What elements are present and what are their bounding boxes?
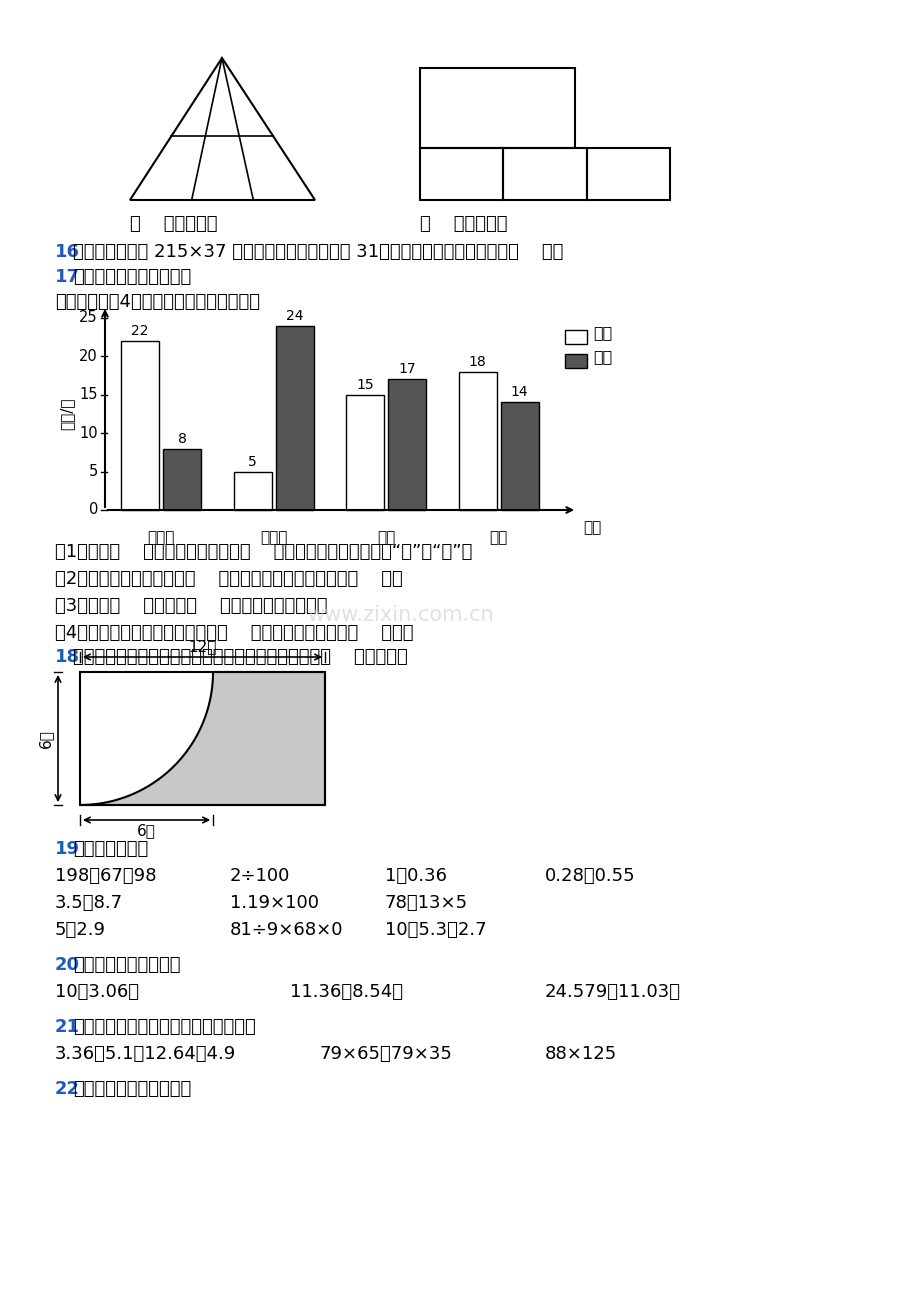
Text: 17: 17 [55,268,80,286]
Text: 人数/人: 人数/人 [60,397,74,430]
Text: 18: 18 [469,354,486,368]
Text: 18: 18 [55,648,80,667]
Text: 洋娃娃: 洋娃娃 [260,530,287,546]
Text: 6米: 6米 [38,729,53,747]
Text: ．计算下面各题。（能简算的要简算）: ．计算下面各题。（能简算的要简算） [73,1018,255,1036]
Bar [500,402,539,510]
Text: 88×125: 88×125 [544,1046,617,1062]
Text: 3.36＋5.1＋12.64＋4.9: 3.36＋5.1＋12.64＋4.9 [55,1046,236,1062]
Bar [564,329,586,344]
Text: 0: 0 [88,503,98,517]
Text: 14: 14 [510,385,528,400]
Text: 22: 22 [131,324,149,339]
Text: ．根据统计图回答问题。: ．根据统计图回答问题。 [73,268,191,286]
Text: 24.579＋11.03＝: 24.579＋11.03＝ [544,983,680,1001]
Bar [346,395,384,510]
Text: 0.28＋0.55: 0.28＋0.55 [544,867,635,885]
Bar [564,354,586,368]
Text: 15: 15 [79,387,98,402]
Text: （1）图中（    ）色直条表示男生，（    ）色直条表示女生。（填“白”或“黑”）: （1）图中（ ）色直条表示男生，（ ）色直条表示女生。（填“白”或“黑”） [55,543,471,561]
Text: （2）女生最喜欢的玩具是（    ），女生最不喜欢的玩具是（    ）。: （2）女生最喜欢的玩具是（ ），女生最不喜欢的玩具是（ ）。 [55,570,403,589]
Bar [121,341,159,510]
Text: 25: 25 [79,310,98,326]
Text: 15: 15 [356,378,374,392]
Text: 10: 10 [79,426,98,440]
Text: ．直接写得数。: ．直接写得数。 [73,840,148,858]
Text: （3）喜欢（    ）玩具和（    ）玩具的人数一样多。: （3）喜欢（ ）玩具和（ ）玩具的人数一样多。 [55,598,327,615]
Bar [233,471,271,510]
Text: 6米: 6米 [137,823,155,838]
Text: 21: 21 [55,1018,80,1036]
Text: ．下图中的阴影部分是一块菜地，这块菜地的面积是（    ）平方米。: ．下图中的阴影部分是一块菜地，这块菜地的面积是（ ）平方米。 [73,648,407,667]
Text: 16: 16 [55,243,80,260]
Text: 19: 19 [55,840,80,858]
Text: 198＋67－98: 198＋67－98 [55,867,156,885]
Text: （    ）个长方形: （ ）个长方形 [420,215,507,233]
Text: www.zixin.com.cn: www.zixin.com.cn [306,605,493,625]
Text: 5: 5 [248,454,256,469]
Text: 22: 22 [55,1079,80,1098]
Bar [163,449,201,510]
Text: 小汽车: 小汽车 [147,530,175,546]
Text: 24: 24 [286,309,303,323]
Text: 5－2.9: 5－2.9 [55,921,106,939]
Text: 下面是某小学4年级学生最喜欢玩具统计图: 下面是某小学4年级学生最喜欢玩具统计图 [55,293,260,311]
Text: 2÷100: 2÷100 [230,867,290,885]
Text: 12米: 12米 [188,639,217,654]
Text: 男生: 男生 [593,326,611,341]
Text: （    ）个三角形: （ ）个三角形 [130,215,217,233]
Text: ．用竖式计算并验算。: ．用竖式计算并验算。 [73,956,180,974]
Text: ．小马虎在计算 215×37 时，把第二个乘数错写成 31，所得的积与正确得数相差（    ）。: ．小马虎在计算 215×37 时，把第二个乘数错写成 31，所得的积与正确得数相… [73,243,562,260]
Text: 11.36＋8.54＝: 11.36＋8.54＝ [289,983,403,1001]
Text: 跳棋: 跳棋 [377,530,395,546]
Bar [80,672,324,805]
Text: 78－13×5: 78－13×5 [384,894,468,911]
Bar [388,379,425,510]
Text: 79×65－79×35: 79×65－79×35 [320,1046,452,1062]
Text: 女生: 女生 [593,349,611,365]
Text: 3.5＋8.7: 3.5＋8.7 [55,894,123,911]
Text: （4）喜欢拼图的女生和男生相差（    ）人。四年级一共有（    ）人。: （4）喜欢拼图的女生和男生相差（ ）人。四年级一共有（ ）人。 [55,624,413,642]
Text: 8: 8 [177,431,187,445]
Text: 10－5.3－2.7: 10－5.3－2.7 [384,921,486,939]
Text: 20: 20 [79,349,98,363]
Text: 81÷9×68×0: 81÷9×68×0 [230,921,343,939]
Bar [459,372,496,510]
Polygon shape [80,672,324,805]
Bar [276,326,313,510]
Text: 1－0.36: 1－0.36 [384,867,447,885]
Text: 10－3.06＝: 10－3.06＝ [55,983,139,1001]
Text: 1.19×100: 1.19×100 [230,894,319,911]
Text: 5: 5 [88,464,98,479]
Text: 17: 17 [398,362,415,376]
Text: 拼图: 拼图 [489,530,507,546]
Text: ．阅读下文，解答问题。: ．阅读下文，解答问题。 [73,1079,191,1098]
Text: 种类: 种类 [583,521,601,535]
Text: 20: 20 [55,956,80,974]
